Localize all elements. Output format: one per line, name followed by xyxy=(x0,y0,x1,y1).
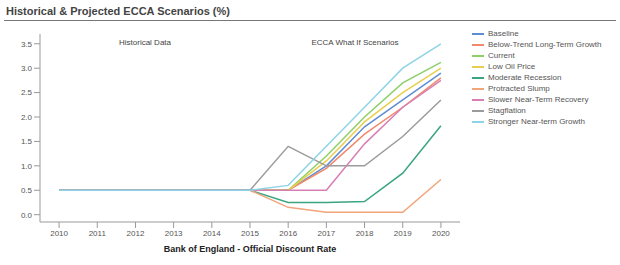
svg-text:2015: 2015 xyxy=(241,229,259,238)
svg-text:2012: 2012 xyxy=(127,229,145,238)
svg-text:3.5: 3.5 xyxy=(21,40,33,49)
html-text:Current: Current xyxy=(488,51,515,60)
html-text:Slower Near-Term Recovery: Slower Near-Term Recovery xyxy=(488,95,589,104)
svg-text:2019: 2019 xyxy=(394,229,412,238)
svg-text:3.0: 3.0 xyxy=(21,64,33,73)
svg-text:2010: 2010 xyxy=(50,229,68,238)
svg-text:2011: 2011 xyxy=(89,229,107,238)
svg-text:2016: 2016 xyxy=(279,229,297,238)
html-text:Stronger Near-term Growth: Stronger Near-term Growth xyxy=(488,117,585,126)
svg-text:2013: 2013 xyxy=(165,229,183,238)
html-text:Historical Data: Historical Data xyxy=(119,38,171,47)
svg-text:1.0: 1.0 xyxy=(21,162,33,171)
html-text:Bank of England - Official Dis: Bank of England - Official Discount Rate xyxy=(163,244,337,254)
html-text:Baseline: Baseline xyxy=(488,29,519,38)
svg-text:0.5: 0.5 xyxy=(21,186,33,195)
html-text:Low Oil Price: Low Oil Price xyxy=(488,62,536,71)
svg-text:2014: 2014 xyxy=(203,229,221,238)
svg-text:2.5: 2.5 xyxy=(21,88,33,97)
html-text:Below-Trend Long-Term Growth: Below-Trend Long-Term Growth xyxy=(488,40,602,49)
svg-text:2018: 2018 xyxy=(356,229,374,238)
html-text:Protracted Slump: Protracted Slump xyxy=(488,84,550,93)
svg-text:2020: 2020 xyxy=(432,229,450,238)
svg-text:2017: 2017 xyxy=(317,229,335,238)
html-text:Moderate Recession: Moderate Recession xyxy=(488,73,562,82)
html-text:Stagflation: Stagflation xyxy=(488,106,526,115)
svg-text:0.0: 0.0 xyxy=(21,211,33,220)
html-text:Historical & Projected ECCA Sc: Historical & Projected ECCA Scenarios (%… xyxy=(6,5,230,17)
svg-text:1.5: 1.5 xyxy=(21,137,33,146)
svg-text:2.0: 2.0 xyxy=(21,113,33,122)
html-text:ECCA What If Scenarios: ECCA What If Scenarios xyxy=(311,38,399,47)
